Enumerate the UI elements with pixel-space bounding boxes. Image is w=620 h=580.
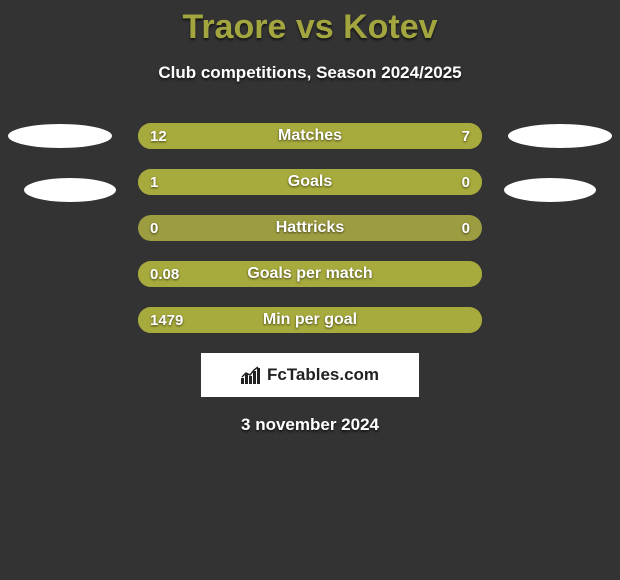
subtitle: Club competitions, Season 2024/2025 [0,63,620,83]
stat-value-left: 0 [150,215,158,241]
stat-row: Goals per match0.08 [138,261,482,287]
date-text: 3 november 2024 [0,415,620,435]
decor-ellipse-left-1 [8,124,112,148]
stat-label: Hattricks [138,215,482,241]
bar-chart-icon [241,366,263,384]
stat-label: Matches [138,123,482,149]
decor-ellipse-right-2 [504,178,596,202]
stat-label: Min per goal [138,307,482,333]
stat-row: Min per goal1479 [138,307,482,333]
stat-value-right: 0 [462,169,470,195]
stat-row: Goals1 0 [138,169,482,195]
stat-label: Goals [138,169,482,195]
stat-rows: Matches127Goals10Hattricks00Goals per ma… [0,123,620,333]
stat-value-left: 1 [150,169,158,195]
stat-row: Hattricks0 0 [138,215,482,241]
page-title: Traore vs Kotev [0,0,620,47]
decor-ellipse-left-2 [24,178,116,202]
decor-ellipse-right-1 [508,124,612,148]
stat-label: Goals per match [138,261,482,287]
stat-value-right: 7 [462,123,470,149]
brand-text: FcTables.com [267,365,379,385]
stat-value-left: 0.08 [150,261,179,287]
stat-value-left: 1479 [150,307,183,333]
stat-value-right: 0 [462,215,470,241]
brand-badge: FcTables.com [201,353,419,397]
stat-value-left: 12 [150,123,167,149]
stat-row: Matches12 7 [138,123,482,149]
